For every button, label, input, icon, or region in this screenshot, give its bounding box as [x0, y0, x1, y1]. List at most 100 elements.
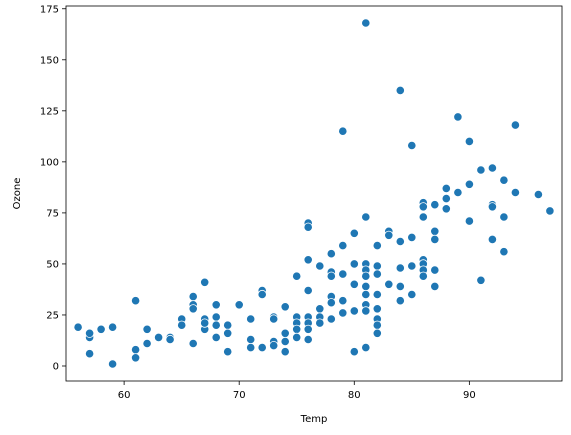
data-point — [303, 334, 313, 345]
data-point — [430, 234, 440, 244]
data-point — [223, 347, 233, 357]
data-point — [499, 247, 509, 257]
data-point — [303, 222, 313, 232]
data-point — [395, 263, 405, 273]
data-point — [200, 277, 210, 287]
data-point — [269, 340, 279, 351]
data-point — [487, 163, 497, 173]
data-point — [407, 289, 417, 300]
data-point — [303, 285, 313, 296]
data-point — [430, 281, 440, 291]
data-point — [361, 271, 371, 281]
data-point — [349, 259, 359, 269]
y-tick-label: 50 — [46, 259, 59, 270]
data-point — [292, 332, 302, 342]
data-point — [464, 136, 474, 146]
data-point — [464, 179, 474, 189]
data-point — [476, 165, 486, 175]
data-point — [361, 342, 371, 353]
data-point — [349, 347, 359, 357]
data-point — [108, 359, 118, 369]
data-point — [292, 271, 302, 281]
data-point — [338, 126, 348, 136]
data-point — [499, 212, 509, 222]
data-point — [315, 261, 325, 271]
data-point — [395, 281, 405, 291]
y-tick-label: 150 — [40, 55, 59, 66]
data-point — [464, 216, 474, 226]
data-point — [441, 194, 451, 204]
data-point — [407, 232, 417, 242]
data-point — [441, 183, 451, 193]
data-point — [384, 230, 394, 240]
data-point — [326, 298, 336, 308]
data-point — [315, 318, 325, 328]
data-point — [326, 249, 336, 259]
data-point — [361, 306, 371, 316]
data-point — [418, 212, 428, 222]
data-point — [453, 187, 463, 198]
data-point — [142, 324, 152, 334]
data-point — [223, 320, 233, 330]
data-point — [510, 120, 521, 130]
data-point — [372, 261, 382, 271]
data-point — [188, 291, 198, 302]
data-point — [108, 322, 118, 332]
data-point — [361, 289, 371, 300]
data-point — [338, 308, 348, 318]
data-point — [372, 320, 382, 330]
data-point — [257, 342, 267, 353]
data-point — [361, 18, 371, 28]
data-point — [131, 345, 141, 355]
data-point — [372, 289, 382, 300]
data-point — [85, 328, 95, 338]
data-point — [487, 234, 497, 244]
data-point — [395, 236, 405, 247]
data-point — [303, 255, 313, 265]
y-tick-label: 0 — [53, 361, 59, 372]
data-point — [430, 265, 440, 275]
data-point — [292, 324, 302, 334]
x-tick-label: 60 — [118, 390, 131, 401]
data-point — [510, 187, 521, 198]
data-point — [315, 304, 325, 314]
data-point — [372, 241, 382, 251]
data-point — [395, 296, 405, 306]
data-point — [372, 269, 382, 279]
data-point — [131, 353, 141, 363]
y-axis-ticks: 0 25 50 75 100 125 150 175 — [40, 4, 66, 372]
data-point — [338, 241, 348, 251]
data-point — [545, 206, 555, 216]
data-point — [430, 200, 440, 210]
data-point — [142, 338, 152, 349]
y-tick-label: 100 — [40, 157, 59, 168]
x-tick-label: 80 — [348, 390, 361, 401]
data-point — [85, 349, 95, 359]
data-point — [407, 140, 417, 151]
data-point — [188, 338, 198, 349]
data-point — [269, 314, 279, 324]
data-point — [246, 342, 256, 353]
points-layer — [73, 18, 555, 369]
data-point — [73, 322, 83, 332]
data-point — [372, 304, 382, 314]
y-axis-label: Ozone — [12, 178, 23, 210]
data-point — [441, 204, 451, 214]
data-point — [211, 312, 221, 322]
x-axis-label: Temp — [300, 414, 328, 425]
data-point — [326, 314, 336, 324]
data-point — [487, 202, 497, 212]
data-point — [430, 226, 440, 236]
x-tick-label: 70 — [233, 390, 246, 401]
y-tick-label: 175 — [40, 4, 59, 15]
data-point — [384, 279, 394, 289]
data-point — [361, 281, 371, 291]
data-point — [349, 306, 359, 316]
data-point — [453, 112, 463, 122]
data-point — [338, 269, 348, 279]
data-point — [257, 289, 267, 300]
data-point — [131, 296, 141, 306]
data-point — [177, 320, 187, 330]
data-point — [395, 85, 405, 96]
